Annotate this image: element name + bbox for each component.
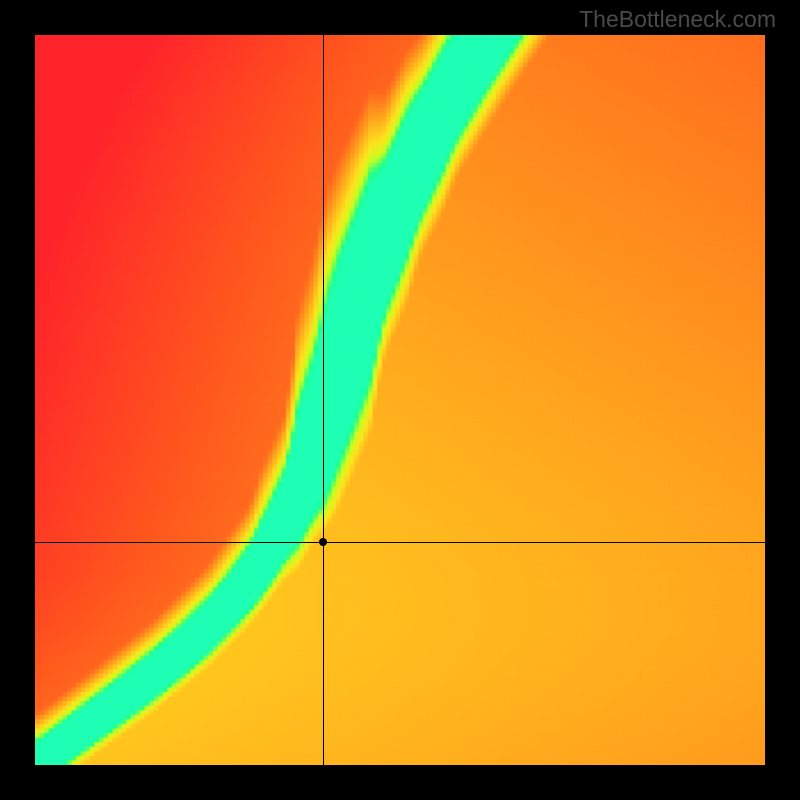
crosshair-vertical xyxy=(323,35,324,765)
watermark-text: TheBottleneck.com xyxy=(579,6,776,33)
crosshair-horizontal xyxy=(35,542,765,543)
bottleneck-heatmap xyxy=(35,35,765,765)
chart-container: { "watermark": "TheBottleneck.com", "can… xyxy=(0,0,800,800)
